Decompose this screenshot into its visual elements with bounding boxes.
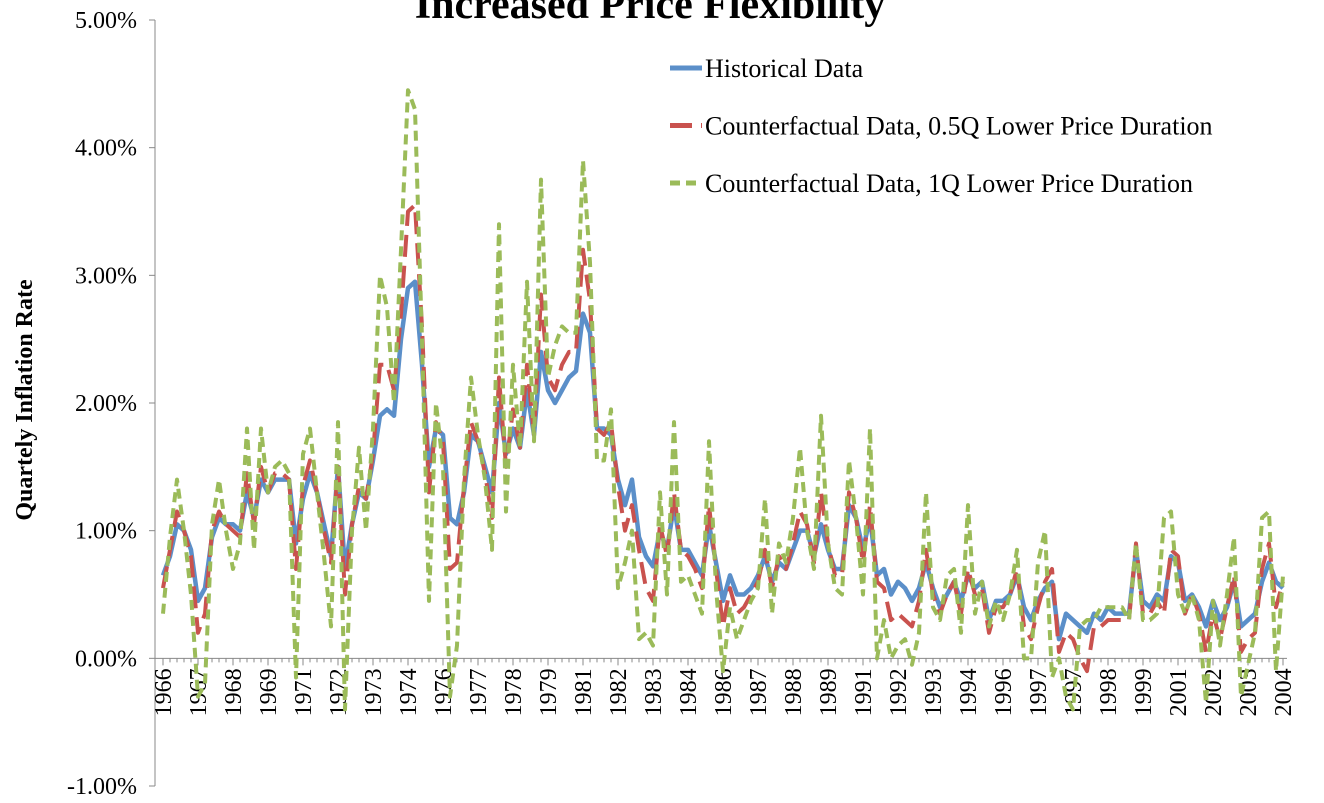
x-tick-label: 1978: [501, 668, 527, 716]
y-tick-label: -1.00%: [67, 774, 137, 800]
x-tick-label: 1981: [571, 668, 597, 716]
x-tick-label: 1984: [676, 668, 702, 716]
y-tick-label: 2.00%: [75, 391, 137, 417]
x-tick-label: 1992: [886, 668, 912, 716]
legend-label: Counterfactual Data, 1Q Lower Price Dura…: [705, 169, 1193, 198]
x-tick-label: 1983: [641, 668, 667, 716]
x-tick-label: 1968: [221, 668, 247, 716]
y-axis-label: Quartely Inflation Rate: [12, 279, 38, 521]
x-tick-label: 2004: [1271, 668, 1297, 716]
x-tick-label: 1987: [746, 668, 772, 716]
chart-title: Increased Price Flexibility: [415, 0, 885, 28]
y-tick-label: 0.00%: [75, 646, 137, 672]
x-tick-label: 1982: [606, 668, 632, 716]
x-tick-label: 1973: [361, 668, 387, 716]
y-tick-label: 4.00%: [75, 136, 137, 162]
x-tick-label: 1999: [1131, 668, 1157, 716]
x-tick-label: 1994: [956, 668, 982, 716]
x-tick-label: 1974: [396, 668, 422, 716]
y-tick-label: 3.00%: [75, 263, 137, 289]
y-tick-label: 5.00%: [75, 8, 137, 34]
x-tick-label: 1993: [921, 668, 947, 716]
x-tick-label: 1997: [1026, 668, 1052, 716]
legend-label: Counterfactual Data, 0.5Q Lower Price Du…: [705, 112, 1213, 141]
x-tick-label: 2001: [1166, 668, 1192, 716]
x-tick-label: 1988: [781, 668, 807, 716]
x-tick-label: 1996: [991, 668, 1017, 716]
y-tick-label: 1.00%: [75, 519, 137, 545]
x-tick-label: 1979: [536, 668, 562, 716]
x-tick-label: 1966: [151, 668, 177, 716]
x-tick-label: 1998: [1096, 668, 1122, 716]
x-tick-label: 1989: [816, 668, 842, 716]
x-tick-label: 1986: [711, 668, 737, 716]
x-tick-label: 1977: [466, 668, 492, 716]
x-tick-label: 1991: [851, 668, 877, 716]
series-line: [161, 88, 1285, 712]
x-tick-label: 1969: [256, 668, 282, 716]
legend-label: Historical Data: [705, 54, 864, 83]
